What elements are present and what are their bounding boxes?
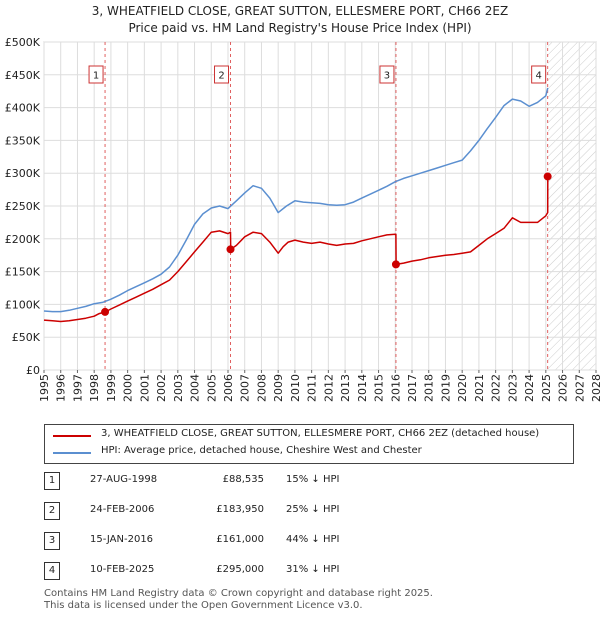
footer: Contains HM Land Registry data © Crown c…: [44, 588, 433, 612]
x-tick-label: 2011: [306, 374, 319, 402]
sale-label-number: 3: [384, 71, 390, 82]
x-tick-label: 2024: [523, 374, 536, 402]
x-tick-label: 2015: [373, 374, 386, 402]
transaction-date: 24-FEB-2006: [90, 504, 155, 515]
transaction-number: 4: [44, 562, 60, 580]
x-tick-label: 2010: [289, 374, 302, 402]
price-paid-line: [43, 176, 549, 323]
x-tick-label: 2016: [389, 374, 402, 402]
x-tick-label: 2012: [322, 374, 335, 402]
x-tick-label: 2013: [339, 374, 352, 402]
y-tick-label: £0: [26, 364, 40, 377]
legend-label-hpi: HPI: Average price, detached house, Ches…: [101, 445, 422, 456]
x-tick-label: 2021: [473, 374, 486, 402]
x-tick-label: 2027: [573, 374, 586, 402]
transaction-price: £88,535: [222, 474, 264, 485]
transaction-hpi-diff: 25% ↓ HPI: [286, 504, 340, 515]
transaction-date: 15-JAN-2016: [90, 534, 154, 545]
x-tick-label: 1999: [105, 374, 118, 402]
sale-label-number: 1: [93, 71, 99, 82]
legend-label-price: 3, WHEATFIELD CLOSE, GREAT SUTTON, ELLES…: [101, 428, 540, 439]
footer-copyright: Contains HM Land Registry data © Crown c…: [44, 588, 433, 599]
y-tick-label: £450K: [5, 69, 41, 82]
y-tick-label: £150K: [5, 266, 41, 279]
y-tick-label: £300K: [5, 167, 41, 180]
y-tick-label: £350K: [5, 134, 41, 147]
sale-label-box: [88, 65, 104, 84]
transaction-price: £295,000: [216, 564, 264, 575]
transaction-number: 1: [44, 472, 60, 490]
x-tick-label: 2002: [155, 374, 168, 402]
x-tick-label: 2018: [423, 374, 436, 402]
transaction-hpi-diff: 31% ↓ HPI: [286, 564, 340, 575]
sale-label-box: [214, 65, 230, 84]
sale-label-number: 4: [535, 71, 541, 82]
y-tick-label: £400K: [5, 102, 41, 115]
x-tick-label: 2023: [506, 374, 519, 402]
y-tick-label: £250K: [5, 200, 41, 213]
x-tick-label: 2017: [406, 374, 419, 402]
y-tick-label: £500K: [5, 36, 41, 49]
chart-title-line2: Price paid vs. HM Land Registry's House …: [128, 21, 472, 35]
footer-licence: This data is licensed under the Open Gov…: [44, 600, 363, 611]
x-tick-label: 2006: [222, 374, 235, 402]
x-tick-label: 2025: [540, 374, 553, 402]
sale-label-box: [379, 65, 395, 84]
x-tick-label: 2007: [239, 374, 252, 402]
x-tick-label: 2001: [138, 374, 151, 402]
x-tick-label: 2014: [356, 374, 369, 402]
x-tick-label: 2019: [439, 374, 452, 402]
x-tick-label: 2004: [189, 374, 202, 402]
x-tick-label: 1995: [38, 374, 51, 402]
hpi-line: [43, 87, 549, 313]
table-row: 2 24-FEB-2006 £183,950 25% ↓ HPI: [44, 502, 374, 520]
transaction-price: £161,000: [216, 534, 264, 545]
sale-point: [391, 260, 400, 269]
x-tick-label: 2022: [490, 374, 503, 402]
transaction-date: 27-AUG-1998: [90, 474, 158, 485]
x-tick-label: 1996: [55, 374, 68, 402]
x-tick-label: 2009: [272, 374, 285, 402]
x-tick-label: 2000: [122, 374, 135, 402]
y-tick-label: £100K: [5, 298, 41, 311]
x-tick-label: 2020: [456, 374, 469, 402]
transaction-number: 3: [44, 532, 60, 550]
legend-swatch-price: [53, 435, 91, 437]
sale-label-number: 2: [218, 71, 224, 82]
x-tick-label: 2003: [172, 374, 185, 402]
x-tick-label: 1998: [88, 374, 101, 402]
legend-swatch-hpi: [53, 452, 91, 454]
transaction-hpi-diff: 44% ↓ HPI: [286, 534, 340, 545]
x-tick-label: 2028: [590, 374, 600, 402]
transaction-number: 2: [44, 502, 60, 520]
sale-point: [226, 245, 235, 254]
chart-title-line1: 3, WHEATFIELD CLOSE, GREAT SUTTON, ELLES…: [91, 4, 509, 18]
sale-point: [101, 307, 110, 316]
price-chart: £0 £50K £100K £150K £200K £250K £300K £350K £400…: [5, 36, 600, 402]
sale-label-box: [531, 65, 547, 84]
table-row: 4 10-FEB-2025 £295,000 31% ↓ HPI: [44, 562, 374, 580]
table-row: 3 15-JAN-2016 £161,000 44% ↓ HPI: [44, 532, 374, 550]
x-tick-label: 2008: [255, 374, 268, 402]
y-tick-label: £200K: [5, 233, 41, 246]
x-tick-label: 2026: [557, 374, 570, 402]
sale-point: [543, 172, 552, 181]
x-tick-label: 1997: [71, 374, 84, 402]
transaction-price: £183,950: [216, 504, 264, 515]
transaction-date: 10-FEB-2025: [90, 564, 155, 575]
chart-legend: 3, WHEATFIELD CLOSE, GREAT SUTTON, ELLES…: [44, 424, 574, 464]
x-tick-label: 2005: [205, 374, 218, 402]
y-tick-label: £50K: [12, 331, 41, 344]
transaction-hpi-diff: 15% ↓ HPI: [286, 474, 340, 485]
table-row: 1 27-AUG-1998 £88,535 15% ↓ HPI: [44, 472, 374, 490]
